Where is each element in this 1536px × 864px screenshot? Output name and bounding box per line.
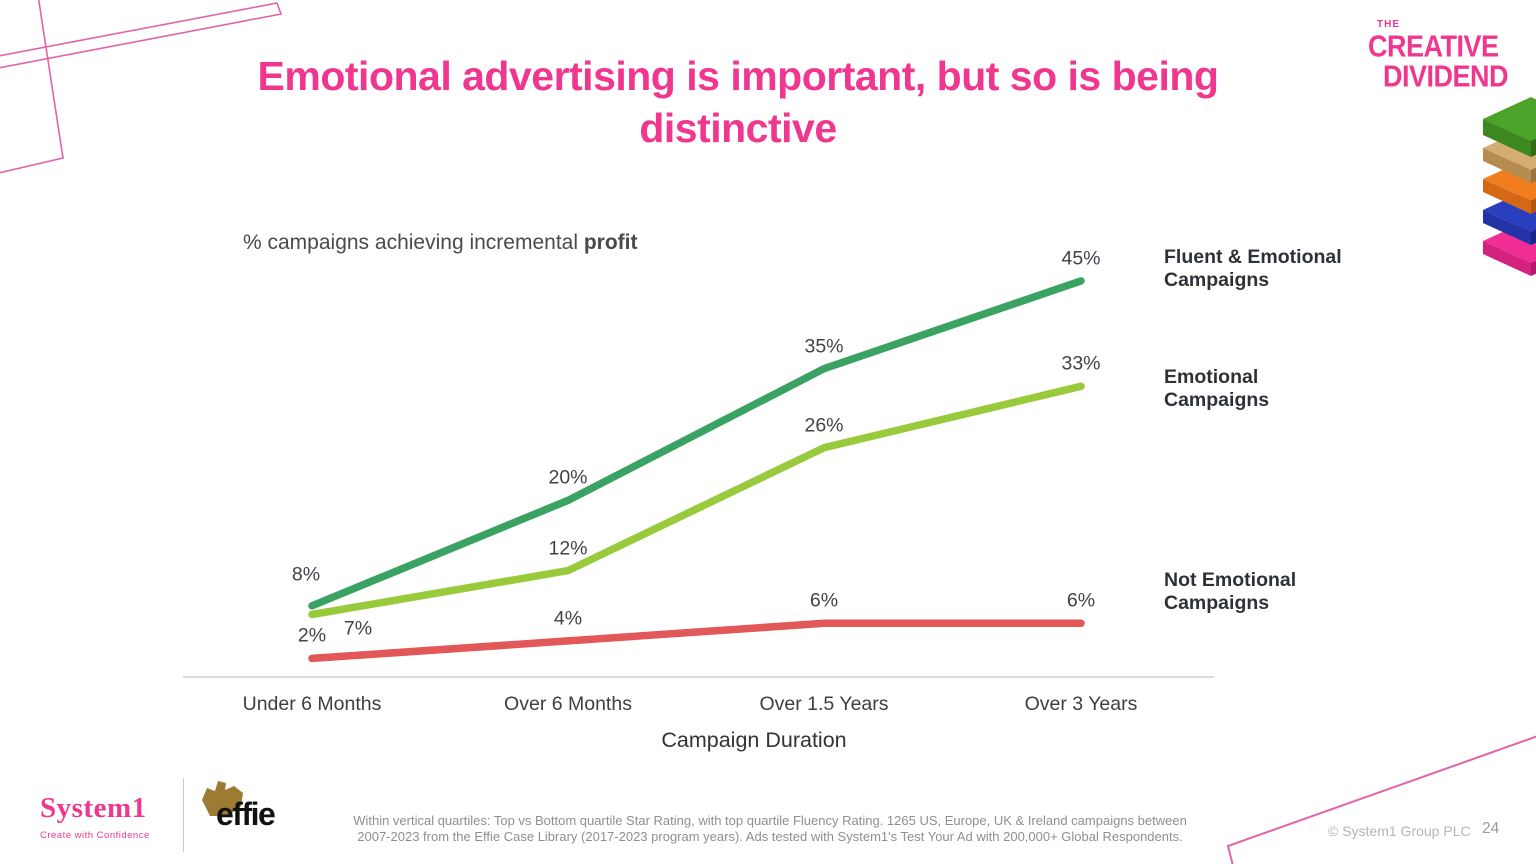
legend-not-emotional-campaigns: Not Emotional Campaigns	[1164, 569, 1297, 615]
data-label-emotional-campaigns-3: 33%	[1061, 352, 1101, 375]
series-line-not-emotional-campaigns	[308, 619, 1085, 663]
data-label-fluent-emotional-campaigns-1: 20%	[548, 466, 588, 489]
stack-layer-green	[1483, 97, 1536, 157]
footnote-line2: 2007-2023 from the Effie Case Library (2…	[357, 829, 1183, 845]
data-label-not-emotional-campaigns-1: 4%	[553, 607, 583, 630]
x-tick-over-1-5-years: Over 1.5 Years	[759, 693, 889, 715]
x-tick-under-6-months: Under 6 Months	[242, 693, 382, 715]
system1-logo-tagline: Create with Confidence	[40, 830, 150, 841]
data-label-not-emotional-campaigns-2: 6%	[809, 589, 839, 612]
x-tick-over-6-months: Over 6 Months	[504, 693, 632, 715]
copyright: © System1 Group PLC	[1328, 823, 1471, 839]
series-line-emotional-campaigns	[308, 382, 1085, 619]
x-axis-title: Campaign Duration	[661, 728, 847, 752]
creative-dividend-the: THE	[1377, 19, 1400, 30]
slide-title: Emotional advertising is important, but …	[257, 53, 1219, 152]
footer-divider	[183, 778, 184, 852]
footnote: Within vertical quartiles: Top vs Bottom…	[322, 813, 1218, 846]
data-label-fluent-emotional-campaigns-2: 35%	[804, 335, 844, 358]
system1-logo: System1 Create with Confidence	[40, 792, 150, 841]
data-label-fluent-emotional-campaigns-0: 8%	[291, 563, 321, 586]
series-line-fluent-emotional-campaigns	[308, 277, 1085, 610]
data-label-not-emotional-campaigns-3: 6%	[1066, 589, 1096, 612]
data-label-fluent-emotional-campaigns-3: 45%	[1061, 247, 1101, 270]
decorative-tilted-rectangle-icon	[0, 0, 64, 174]
chart-title: % campaigns achieving incremental profit	[243, 231, 638, 255]
creative-dividend-line2: DIVIDEND	[1383, 59, 1509, 94]
legend-emotional-campaigns: Emotional Campaigns	[1164, 366, 1270, 412]
x-axis-line	[183, 676, 1214, 678]
data-label-emotional-campaigns-1: 12%	[548, 537, 588, 560]
effie-hand-icon	[202, 781, 243, 816]
effie-logo: effie	[198, 778, 308, 848]
creative-dividend-line1: CREATIVE	[1368, 29, 1499, 64]
effie-logo-name: effie	[216, 796, 276, 832]
chart-title-bold: profit	[583, 231, 638, 254]
x-tick-over-3-years: Over 3 Years	[1024, 693, 1138, 715]
data-label-emotional-campaigns-2: 26%	[804, 414, 844, 437]
chart-title-regular: % campaigns achieving incremental	[243, 231, 584, 254]
creative-dividend-logo: THE CREATIVE DIVIDEND	[1368, 19, 1509, 94]
system1-logo-name: System1	[40, 792, 147, 824]
stacked-layers-icon	[1483, 97, 1536, 276]
page-number: 24	[1482, 820, 1500, 837]
legend-fluent-emotional-campaigns: Fluent & Emotional Campaigns	[1164, 246, 1342, 292]
footnote-line1: Within vertical quartiles: Top vs Bottom…	[353, 813, 1187, 828]
data-label-not-emotional-campaigns-0: 2%	[297, 624, 327, 647]
data-label-emotional-campaigns-0: 7%	[343, 617, 373, 640]
decorative-corner-rectangle-icon	[1226, 735, 1536, 864]
